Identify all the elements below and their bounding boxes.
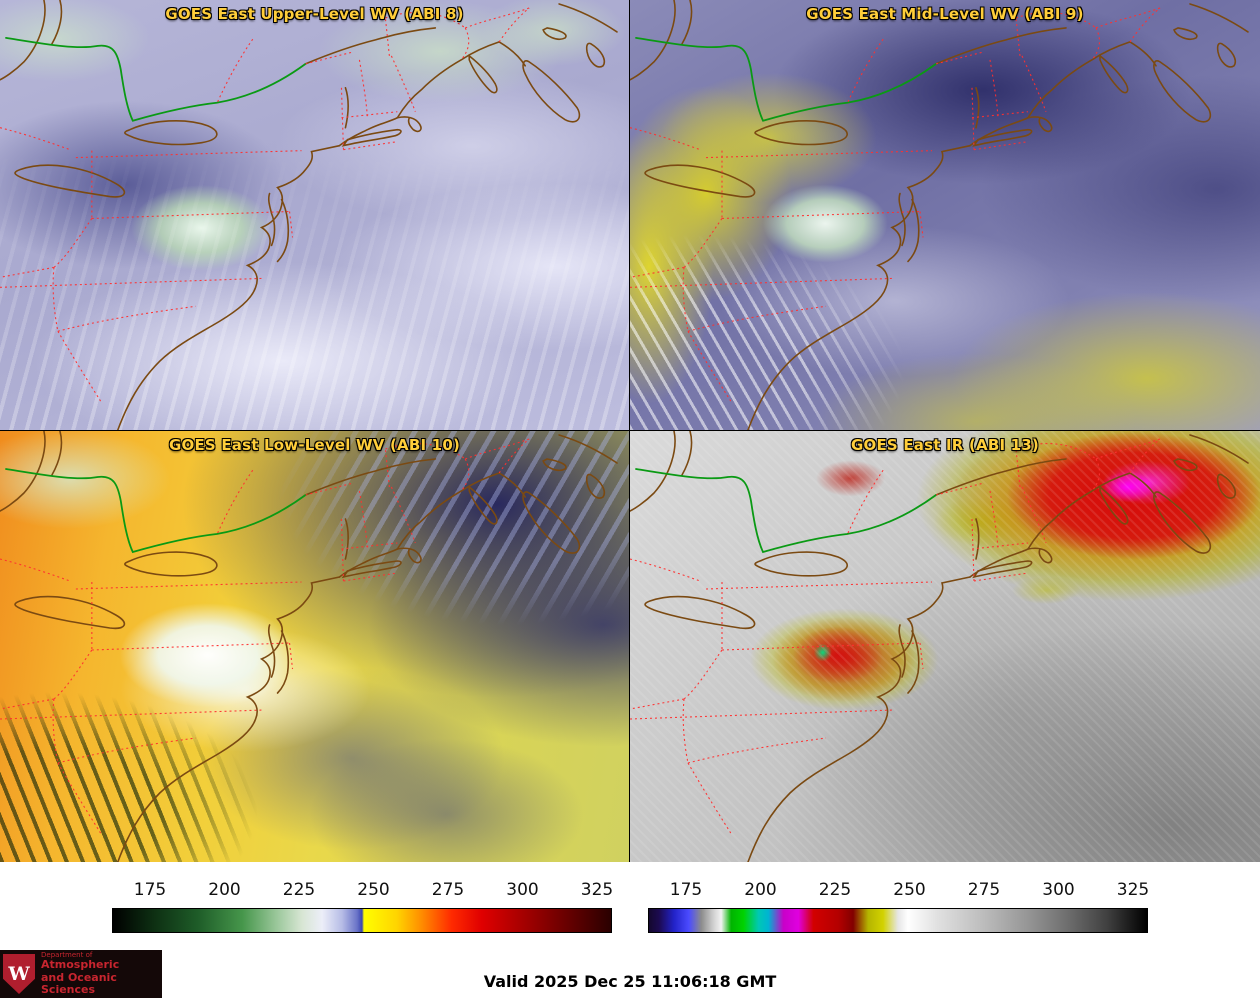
panel-mid-level-wv: GOES East Mid-Level WV (ABI 9) <box>630 0 1260 431</box>
tick-label: 175 <box>133 880 167 900</box>
ir-texture <box>630 431 1260 862</box>
valid-timestamp: Valid 2025 Dec 25 11:06:18 GMT <box>483 972 777 991</box>
tick-label: 175 <box>669 880 703 900</box>
tick-label: 200 <box>208 880 241 900</box>
moisture-streaks <box>630 0 1260 430</box>
tick-label: 200 <box>744 880 777 900</box>
panel-title-upper-wv: GOES East Upper-Level WV (ABI 8) <box>165 5 464 23</box>
panel-grid: GOES East Upper-Level WV (ABI 8) GOES Ea… <box>0 0 1260 862</box>
uw-aos-logo: W Department of Atmospheric and Oceanic … <box>0 950 162 998</box>
tick-label: 275 <box>431 880 465 900</box>
tick-label: 225 <box>282 880 316 900</box>
logo-dept-label: Department of <box>41 950 93 959</box>
tick-label: 300 <box>506 880 539 900</box>
tick-label: 325 <box>1116 880 1150 900</box>
panel-title-ir: GOES East IR (ABI 13) <box>850 436 1039 454</box>
ir-colorbar-ticks: 175 200 225 250 275 300 325 <box>648 876 1150 908</box>
panel-title-mid-wv: GOES East Mid-Level WV (ABI 9) <box>806 5 1084 23</box>
water-vapor-colorbar: 175 200 225 250 275 300 325 <box>112 876 614 933</box>
map-overlay <box>630 431 1249 862</box>
dry-streaks <box>0 431 629 862</box>
map-overlay <box>630 0 1249 430</box>
panel-low-level-wv: GOES East Low-Level WV (ABI 10) <box>0 431 630 862</box>
tick-label: 325 <box>580 880 614 900</box>
panel-ir: GOES East IR (ABI 13) <box>630 431 1260 862</box>
tick-label: 225 <box>818 880 852 900</box>
tick-label: 250 <box>893 880 926 900</box>
colorbar-row: 175 200 225 250 275 300 325 175 200 225 … <box>0 862 1260 944</box>
moisture-streaks <box>0 0 629 430</box>
map-overlay <box>0 431 618 862</box>
footer: W Department of Atmospheric and Oceanic … <box>0 944 1260 999</box>
ir-colorbar-gradient <box>648 908 1148 933</box>
tick-label: 300 <box>1042 880 1075 900</box>
tick-label: 250 <box>357 880 390 900</box>
wv-colorbar-gradient <box>112 908 612 933</box>
map-overlay <box>0 0 618 430</box>
panel-title-low-wv: GOES East Low-Level WV (ABI 10) <box>168 436 461 454</box>
panel-upper-level-wv: GOES East Upper-Level WV (ABI 8) <box>0 0 630 431</box>
logo-line2: and Oceanic Sciences <box>41 970 117 997</box>
tick-label: 275 <box>967 880 1001 900</box>
wv-colorbar-ticks: 175 200 225 250 275 300 325 <box>112 876 614 908</box>
infrared-colorbar: 175 200 225 250 275 300 325 <box>648 876 1150 933</box>
cloud-streaks <box>0 431 629 862</box>
logo-text: Department of Atmospheric and Oceanic Sc… <box>41 950 162 997</box>
logo-line1: Atmospheric <box>41 958 120 972</box>
